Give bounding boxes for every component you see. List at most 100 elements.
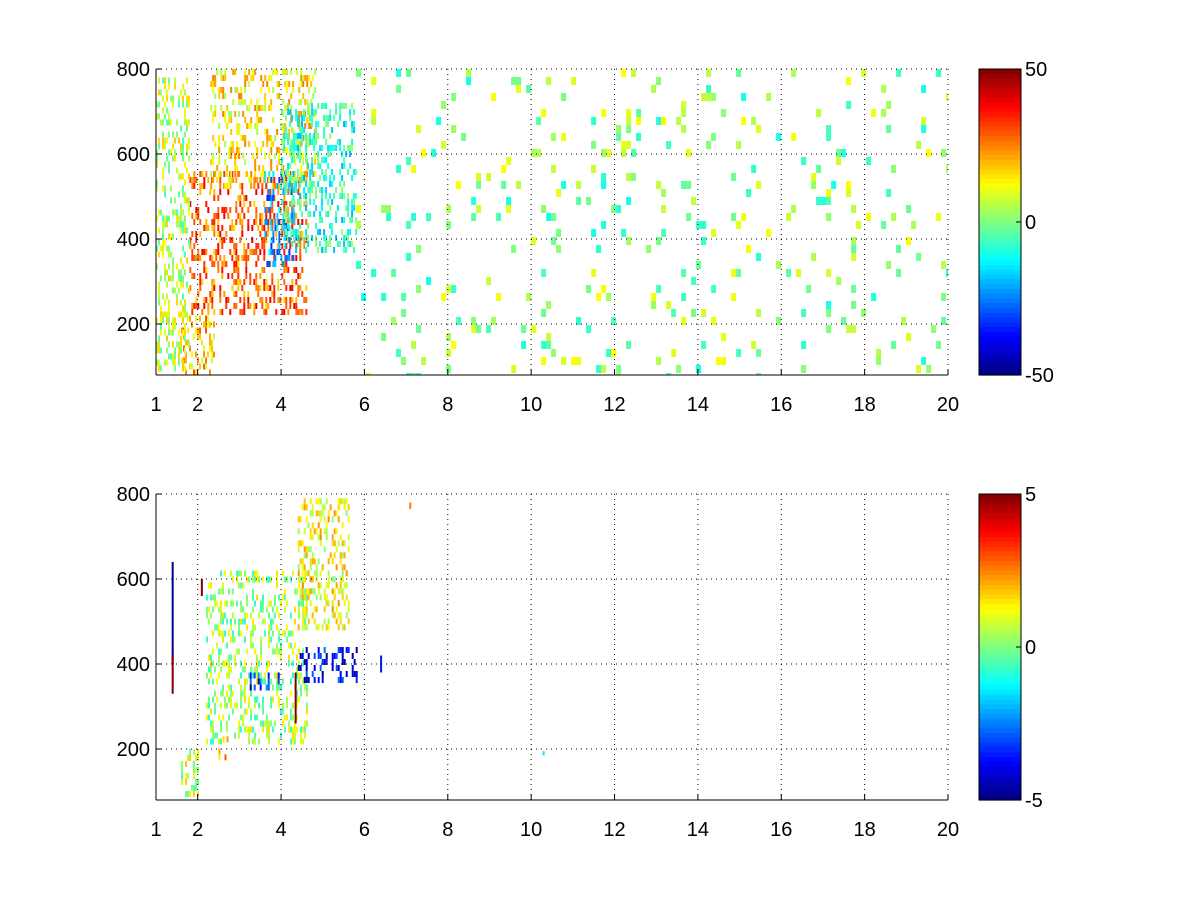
heatmap-cell — [210, 183, 213, 189]
heatmap-cell — [333, 612, 336, 619]
heatmap-cell — [256, 678, 258, 685]
heatmap-cell — [244, 696, 246, 703]
heatmap-cell — [451, 93, 457, 101]
colorbar-swatch — [979, 584, 1021, 591]
heatmap-cell — [314, 69, 317, 75]
heatmap-cell — [329, 241, 332, 247]
heatmap-cell — [210, 666, 212, 673]
heatmap-cell — [286, 714, 288, 721]
heatmap-cell — [210, 720, 212, 727]
heatmap-cell — [456, 181, 462, 189]
heatmap-cell — [323, 647, 326, 653]
heatmap-cell — [230, 654, 232, 661]
heatmap-cell — [301, 127, 304, 133]
heatmap-cell — [238, 123, 241, 129]
heatmap-cell — [339, 677, 342, 683]
heatmap-cell — [287, 207, 290, 213]
heatmap-cell — [313, 211, 316, 217]
heatmap-cell — [256, 570, 258, 577]
heatmap-cell — [290, 213, 293, 219]
heatmap-cell — [207, 177, 210, 183]
heatmap-cell — [861, 309, 867, 317]
heatmap-cell — [298, 606, 300, 613]
colorbar-swatch — [979, 690, 1021, 696]
heatmap-cell — [220, 702, 222, 709]
heatmap-cell — [293, 157, 296, 163]
heatmap-cell — [295, 235, 298, 241]
heatmap-cell — [396, 165, 402, 173]
heatmap-cell — [193, 369, 195, 375]
colorbar-swatch — [979, 522, 1021, 529]
heatmap-cell — [292, 648, 294, 655]
heatmap-cell — [277, 243, 280, 249]
heatmap-cell — [301, 175, 304, 181]
heatmap-cell — [283, 297, 286, 303]
heatmap-cell — [816, 197, 822, 205]
heatmap-cell — [263, 309, 266, 315]
heatmap-cell — [347, 600, 350, 607]
heatmap-cell — [195, 255, 198, 261]
colorbar-swatch — [979, 795, 1021, 801]
heatmap-cell — [231, 219, 234, 225]
heatmap-cell — [291, 279, 294, 285]
heatmap-cell — [561, 133, 567, 141]
heatmap-cell — [656, 181, 662, 189]
heatmap-cell — [257, 678, 260, 685]
heatmap-cell — [329, 145, 332, 151]
heatmap-cell — [521, 325, 527, 333]
heatmap-cell — [170, 275, 172, 282]
heatmap-cell — [254, 702, 256, 709]
heatmap-cell — [286, 636, 288, 643]
heatmap-cell — [213, 285, 216, 291]
heatmap-cell — [295, 133, 298, 139]
heatmap-cell — [299, 285, 302, 291]
heatmap-cell — [305, 552, 308, 559]
heatmap-cell — [258, 576, 260, 583]
heatmap-cell — [270, 678, 272, 685]
heatmap-cell — [621, 69, 627, 77]
heatmap-cell — [203, 345, 205, 352]
heatmap-cell — [304, 684, 306, 691]
heatmap-cell — [283, 235, 286, 241]
heatmap-cell — [331, 534, 334, 541]
heatmap-cell — [208, 618, 210, 625]
heatmap-cell — [211, 339, 213, 346]
heatmap-cell — [174, 287, 176, 294]
heatmap-cell — [426, 277, 432, 285]
heatmap-cell — [506, 157, 512, 165]
heatmap-cell — [305, 297, 308, 303]
heatmap-cell — [297, 199, 300, 205]
heatmap-cell — [327, 199, 330, 205]
heatmap-cell — [333, 115, 336, 121]
heatmap-cell — [193, 773, 195, 779]
heatmap-cell — [329, 552, 332, 559]
heatmap-cell — [178, 221, 180, 228]
heatmap-cell — [301, 653, 304, 659]
heatmap-cell — [300, 738, 302, 745]
heatmap-cell — [203, 225, 206, 231]
heatmap-cell — [307, 677, 310, 683]
heatmap-region — [181, 315, 215, 375]
heatmap-cell — [246, 612, 248, 619]
heatmap-cell — [235, 177, 238, 183]
heatmap-cell — [259, 684, 262, 691]
heatmap-cell — [646, 245, 652, 253]
heatmap-cell — [264, 129, 267, 135]
y-tick-label: 400 — [117, 654, 150, 676]
heatmap-cell — [276, 147, 279, 153]
heatmap-cell — [323, 606, 326, 613]
heatmap-cell — [244, 678, 246, 685]
heatmap-cell — [826, 133, 832, 141]
heatmap-cell — [286, 81, 289, 87]
heatmap-cell — [270, 165, 273, 171]
heatmap-cell — [166, 269, 168, 276]
heatmap-cell — [335, 582, 338, 589]
heatmap-cell — [268, 726, 270, 733]
heatmap-cell — [234, 87, 237, 93]
heatmap-cell — [282, 219, 285, 225]
heatmap-cell — [287, 109, 290, 115]
heatmap-cell — [313, 677, 316, 683]
heatmap-cell — [193, 761, 195, 767]
heatmap-cell — [343, 217, 346, 223]
heatmap-cell — [195, 369, 197, 375]
